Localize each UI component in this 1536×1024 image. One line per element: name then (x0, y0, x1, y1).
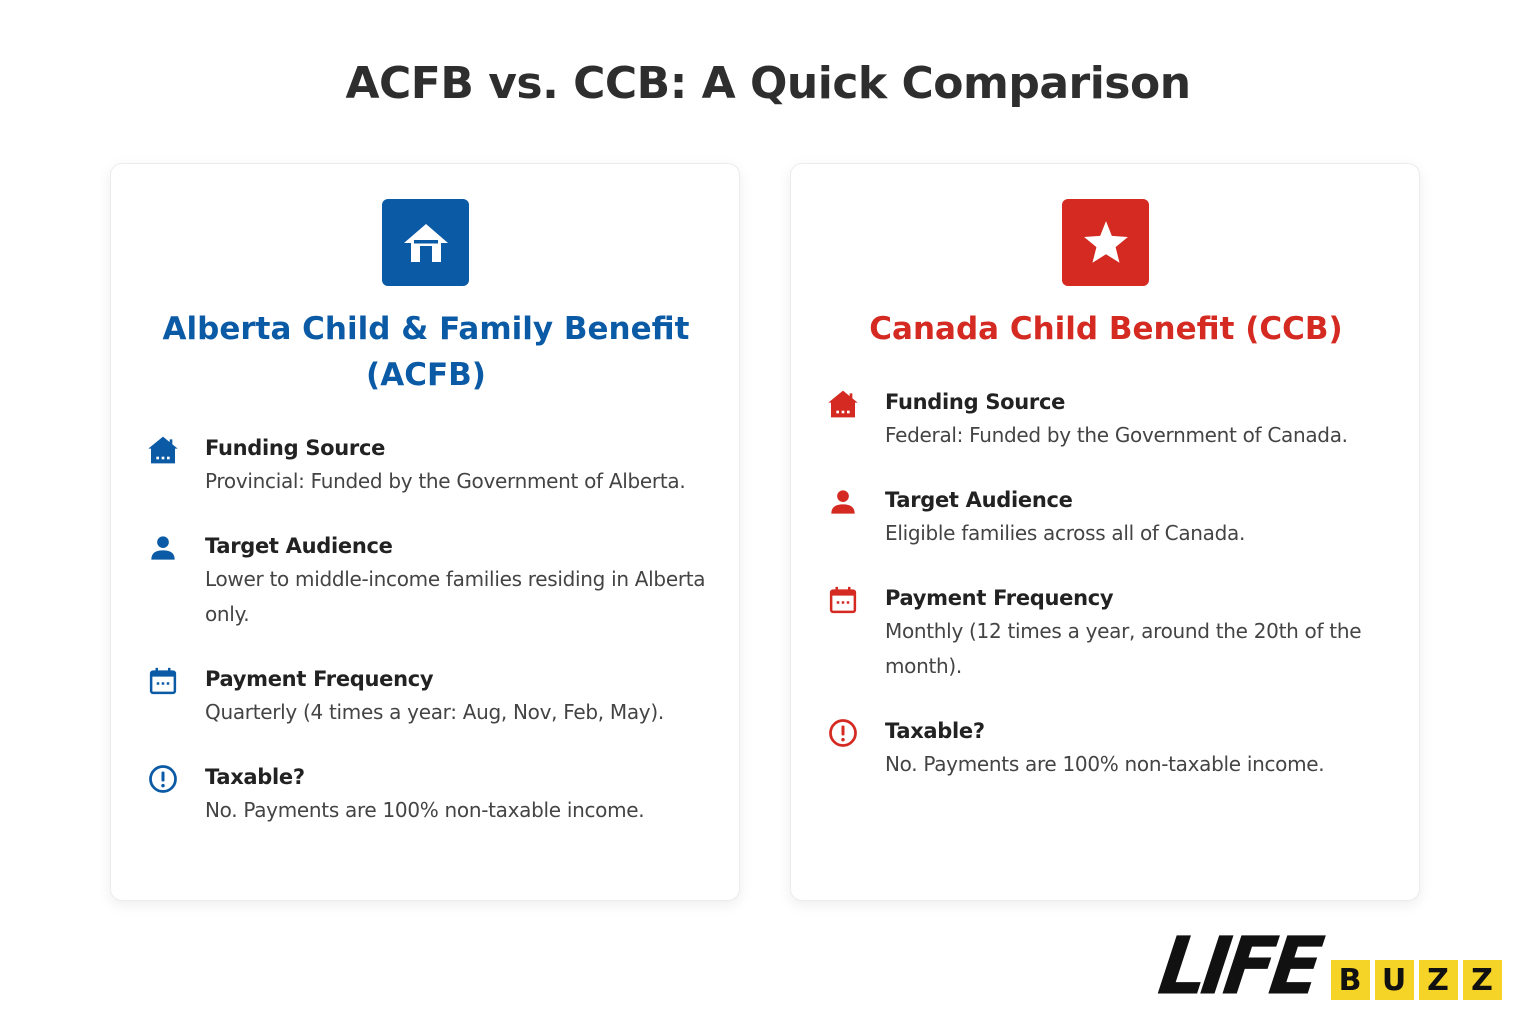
ccb-items: Funding Source Federal: Funded by the Go… (825, 386, 1395, 782)
ccb-item-funding-source: Funding Source Federal: Funded by the Go… (825, 386, 1395, 453)
ccb-item-taxable: Taxable? No. Payments are 100% non-taxab… (825, 715, 1395, 782)
exclamation-circle-icon (145, 763, 181, 795)
acfb-card: Alberta Child & Family Benefit (ACFB) Fu… (110, 163, 740, 901)
calendar-icon (825, 584, 861, 616)
item-label: Payment Frequency (205, 667, 434, 691)
logo-buzz-letter: Z (1418, 960, 1458, 1000)
lifebuzz-logo: LIFE B U Z Z (1154, 919, 1502, 1012)
ccb-card: Canada Child Benefit (CCB) Funding Sourc… (790, 163, 1420, 901)
item-value: Federal: Funded by the Government of Can… (885, 423, 1348, 447)
house-icon (403, 223, 448, 262)
logo-life-text: LIFE (1153, 918, 1324, 1013)
person-icon (145, 532, 181, 564)
acfb-badge (382, 199, 469, 286)
acfb-item-target-audience: Target Audience Lower to middle-income f… (145, 530, 715, 632)
acfb-items: Funding Source Provincial: Funded by the… (145, 432, 715, 828)
item-value: No. Payments are 100% non-taxable income… (885, 752, 1325, 776)
logo-buzz-blocks: B U Z Z (1330, 960, 1502, 1000)
house-icon (145, 434, 181, 466)
item-label: Target Audience (885, 488, 1073, 512)
ccb-badge (1062, 199, 1149, 286)
star-icon (1083, 220, 1128, 263)
acfb-title: Alberta Child & Family Benefit (ACFB) (162, 311, 690, 393)
person-icon (825, 486, 861, 518)
ccb-title: Canada Child Benefit (CCB) (869, 311, 1343, 347)
item-label: Target Audience (205, 534, 393, 558)
page-title: ACFB vs. CCB: A Quick Comparison (345, 58, 1191, 109)
item-label: Funding Source (205, 436, 386, 460)
item-value: Monthly (12 times a year, around the 20t… (885, 619, 1362, 678)
acfb-item-funding-source: Funding Source Provincial: Funded by the… (145, 432, 715, 499)
ccb-item-payment-frequency: Payment Frequency Monthly (12 times a ye… (825, 582, 1395, 684)
item-label: Funding Source (885, 390, 1066, 414)
item-value: Quarterly (4 times a year: Aug, Nov, Feb… (205, 700, 664, 724)
ccb-item-target-audience: Target Audience Eligible families across… (825, 484, 1395, 551)
item-value: Lower to middle-income families residing… (205, 567, 706, 626)
logo-buzz-letter: Z (1462, 960, 1502, 1000)
acfb-item-taxable: Taxable? No. Payments are 100% non-taxab… (145, 761, 715, 828)
logo-buzz-letter: U (1374, 960, 1414, 1000)
exclamation-circle-icon (825, 717, 861, 749)
item-value: Eligible families across all of Canada. (885, 521, 1246, 545)
calendar-icon (145, 665, 181, 697)
house-icon (825, 388, 861, 420)
item-value: No. Payments are 100% non-taxable income… (205, 798, 645, 822)
acfb-item-payment-frequency: Payment Frequency Quarterly (4 times a y… (145, 663, 715, 730)
item-value: Provincial: Funded by the Government of … (205, 469, 686, 493)
item-label: Payment Frequency (885, 586, 1114, 610)
item-label: Taxable? (205, 765, 305, 789)
item-label: Taxable? (885, 719, 985, 743)
logo-buzz-letter: B (1330, 960, 1370, 1000)
